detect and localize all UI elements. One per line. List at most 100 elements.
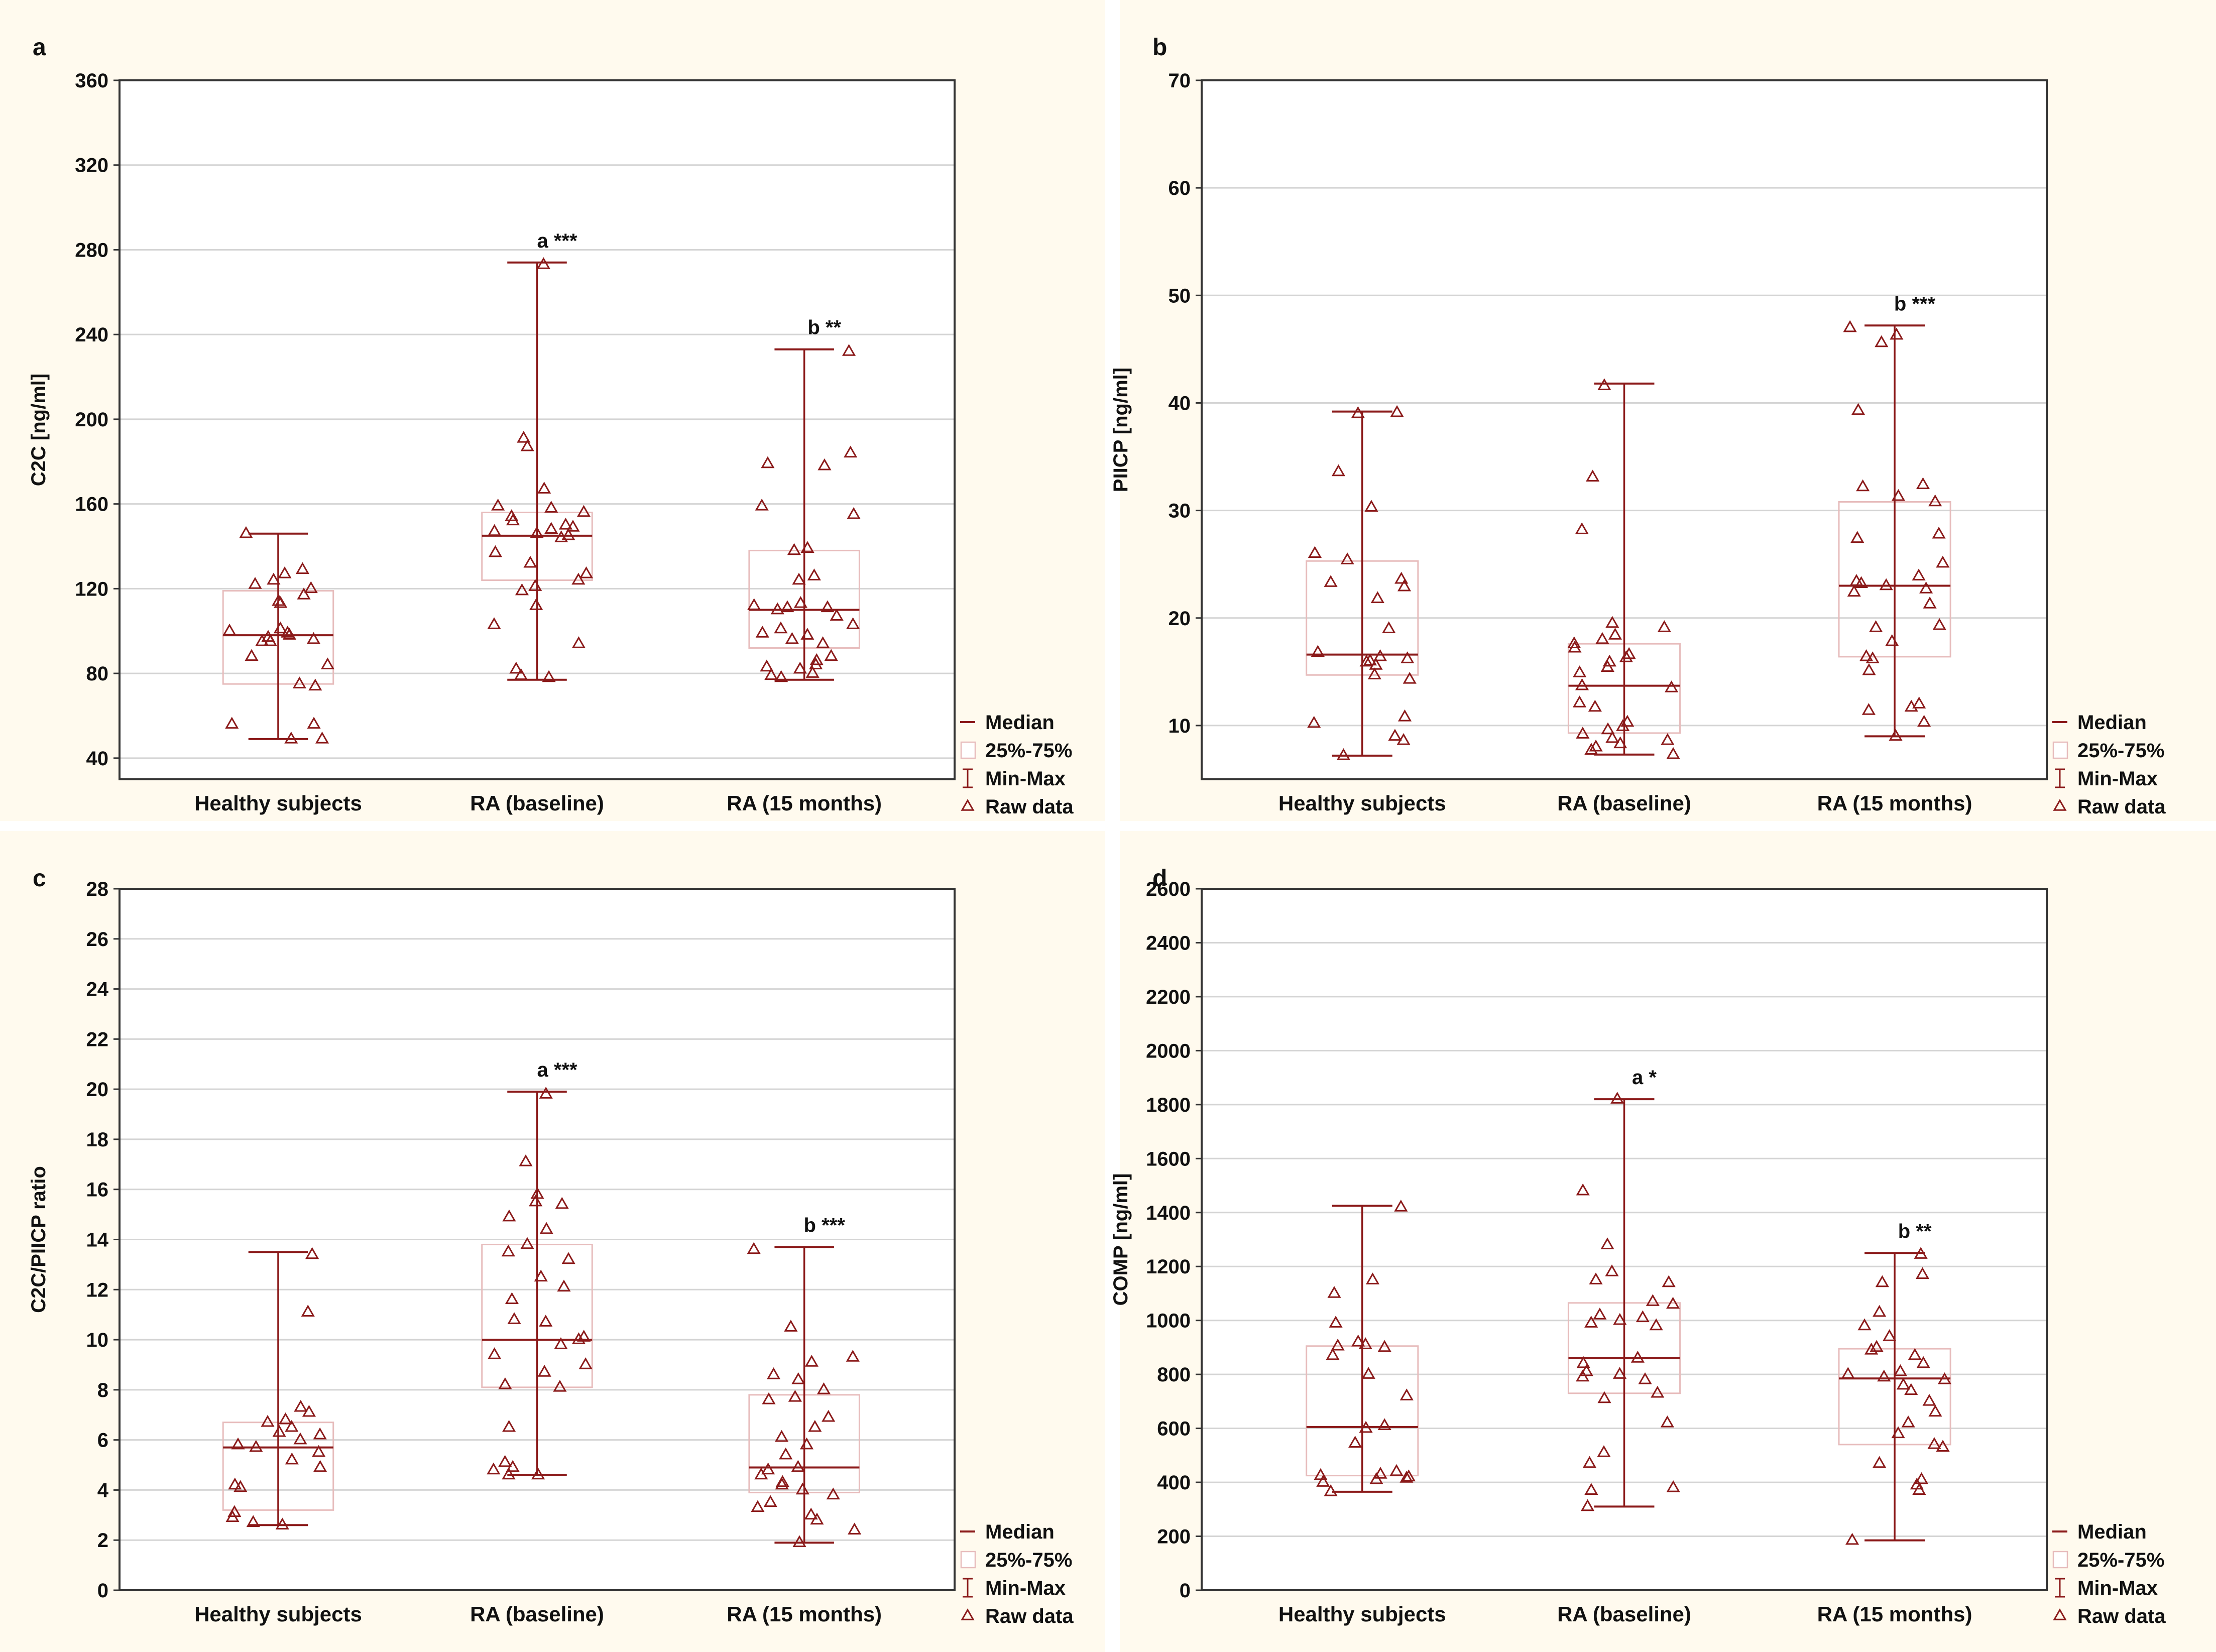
raw-data-point [1915, 1267, 1930, 1279]
raw-data-point [1843, 320, 1857, 332]
group-0: Healthy subjects [194, 526, 362, 815]
raw-data-point [809, 653, 824, 665]
legend-median-label: Median [985, 1521, 1055, 1543]
raw-data-point [1891, 489, 1906, 501]
raw-data-point [1316, 1475, 1330, 1487]
raw-data-point [766, 1367, 781, 1379]
raw-data-point [1619, 650, 1633, 662]
raw-data-point [578, 1357, 593, 1369]
raw-data-point [1373, 649, 1387, 661]
raw-data-point [498, 1377, 512, 1389]
raw-data-point [1568, 640, 1582, 653]
raw-data-point [1873, 1456, 1887, 1468]
raw-data-point [1638, 1372, 1652, 1384]
raw-data-point [1329, 1316, 1343, 1328]
y-axis-label: C2C/PIICP ratio [28, 1166, 50, 1313]
y-tick-label: 20 [86, 1079, 109, 1101]
x-tick-label: RA (baseline) [470, 791, 604, 815]
raw-data-point [1584, 1316, 1598, 1328]
raw-data-point [774, 621, 788, 634]
raw-data-point [1307, 716, 1321, 728]
legend-median-label: Median [985, 712, 1055, 734]
raw-data-point [846, 1350, 860, 1362]
raw-data-point [751, 1500, 765, 1512]
raw-data-point [529, 1194, 543, 1207]
x-tick-label: RA (15 months) [1817, 791, 1972, 815]
y-tick-label: 200 [1157, 1526, 1191, 1548]
raw-data-point [1864, 1342, 1879, 1355]
raw-data-point [761, 1462, 775, 1475]
raw-data-point [1402, 1469, 1416, 1482]
raw-data-point [487, 1462, 501, 1475]
legend-box-icon [960, 741, 976, 759]
y-tick-label: 240 [75, 324, 108, 346]
raw-data-point [747, 1242, 761, 1254]
raw-data-point [1605, 616, 1619, 628]
raw-data-point [304, 581, 318, 594]
raw-data-point [1311, 645, 1325, 657]
raw-data-point [1890, 327, 1904, 340]
y-tick-label: 1000 [1146, 1310, 1191, 1332]
raw-data-point [1610, 1092, 1624, 1104]
raw-data-point [502, 1467, 516, 1480]
raw-data-point [804, 1355, 819, 1367]
raw-data-point [506, 513, 520, 526]
x-tick-label: RA (15 months) [727, 1602, 882, 1626]
y-tick-label: 2000 [1146, 1040, 1191, 1062]
raw-data-point [305, 1247, 319, 1259]
legend-whisker-label: Min-Max [985, 1577, 1066, 1599]
raw-data-point [1580, 1499, 1595, 1511]
raw-data-point [222, 623, 237, 636]
raw-data-point [1901, 1415, 1915, 1428]
raw-data-point [1922, 1394, 1936, 1406]
raw-data-point [278, 566, 292, 578]
raw-data-point [488, 545, 502, 557]
raw-data-point [537, 482, 551, 494]
raw-data-point [1646, 1294, 1660, 1306]
raw-data-point [312, 1445, 326, 1457]
panel-letter: b [1152, 34, 1167, 61]
raw-data-point [1331, 464, 1346, 477]
y-tick-label: 16 [86, 1179, 109, 1201]
legend-box-icon [2052, 1551, 2068, 1569]
raw-data-point [557, 1279, 571, 1292]
y-tick-label: 20 [1169, 608, 1191, 630]
raw-data-point [1914, 1247, 1928, 1259]
raw-data-point [1856, 479, 1870, 492]
raw-data-point [274, 596, 288, 608]
raw-data-point [1367, 667, 1381, 680]
raw-data-point [809, 657, 823, 669]
raw-data-point [1937, 1372, 1952, 1384]
raw-data-point [555, 1197, 569, 1209]
y-tick-label: 50 [1169, 285, 1191, 307]
legend-box-icon [960, 1551, 976, 1569]
raw-data-point [762, 1392, 776, 1404]
raw-data-point [800, 541, 814, 553]
y-tick-label: 28 [86, 878, 109, 900]
significance-label: a * [1632, 1067, 1657, 1089]
raw-data-point [1584, 1483, 1598, 1495]
legend-box-label: 25%-75% [985, 1549, 1072, 1571]
raw-data-point [1847, 584, 1861, 597]
legend-box-label: 25%-75% [2077, 1549, 2164, 1571]
raw-data-point [1575, 522, 1589, 534]
raw-data-point [539, 1315, 553, 1327]
raw-data-point [792, 1535, 806, 1547]
raw-data-point [1879, 578, 1893, 591]
raw-data-point [1382, 621, 1396, 633]
raw-data-point [1616, 719, 1630, 731]
raw-data-point [491, 498, 505, 511]
raw-data-point [799, 1437, 814, 1450]
raw-data-point [1662, 1275, 1676, 1287]
raw-data-point [1877, 1369, 1891, 1382]
raw-data-point [800, 628, 814, 640]
raw-data-point [1593, 1308, 1607, 1320]
raw-data-point [1893, 1364, 1908, 1376]
raw-data-point [1885, 634, 1899, 646]
raw-data-point [1612, 1367, 1627, 1379]
raw-data-point [1324, 1484, 1338, 1496]
raw-data-point [1589, 739, 1603, 752]
raw-data-point [571, 1332, 586, 1344]
raw-data-point [315, 731, 329, 744]
